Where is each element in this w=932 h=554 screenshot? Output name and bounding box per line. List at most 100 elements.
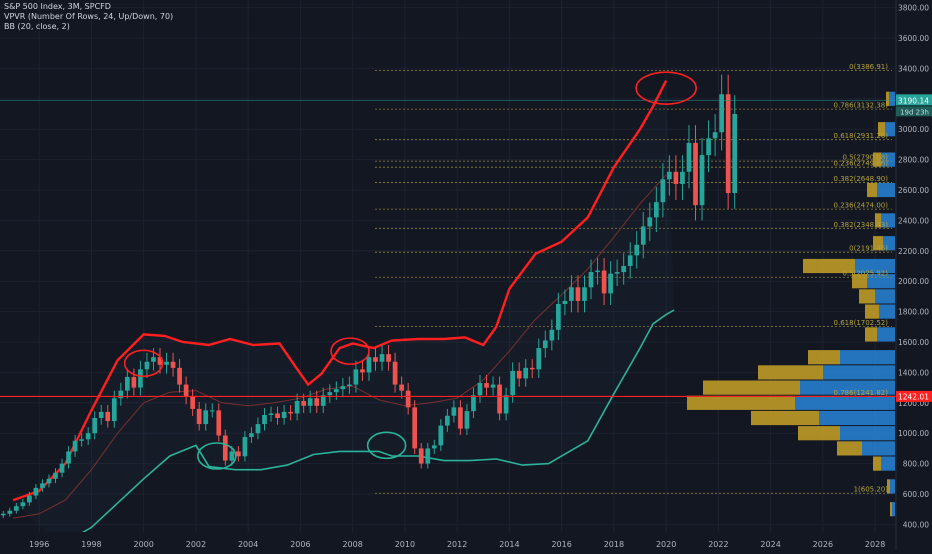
- volume-profile-down-bar: [687, 395, 795, 410]
- volume-profile-down-bar: [837, 441, 862, 456]
- bollinger-bands: [12, 80, 675, 547]
- candle-body: [601, 270, 607, 294]
- volume-profile-down-bar: [798, 426, 840, 441]
- volume-profile-down-bar: [852, 274, 867, 289]
- volume-profile-down-bar: [758, 365, 823, 380]
- fib-level-label: 0.786(3132.38): [834, 102, 889, 110]
- volume-profile-up-bar: [819, 410, 895, 426]
- volume-profile-up-bar: [875, 289, 895, 304]
- volume-profile-up-bar: [889, 91, 895, 106]
- fib-level-label: 0.382(2348.43): [834, 221, 889, 229]
- candle-body: [719, 94, 724, 133]
- candle-body: [640, 226, 646, 245]
- candle-body: [131, 376, 137, 388]
- candle-body: [693, 142, 698, 206]
- candle-body: [294, 400, 300, 414]
- fib-level-label: 0(2191.45): [849, 245, 888, 253]
- candle-body: [307, 398, 313, 406]
- volume-profile-down-bar: [859, 289, 875, 304]
- volume-profile-up-bar: [881, 213, 895, 228]
- candle-body: [59, 463, 65, 473]
- candle-body: [275, 413, 280, 418]
- candle-body: [464, 411, 470, 429]
- candle-body: [111, 398, 117, 422]
- candle-body: [451, 407, 457, 416]
- candle-body: [673, 171, 679, 184]
- candle-body: [497, 384, 502, 414]
- candle-body: [556, 304, 561, 330]
- highlight-circle: [366, 431, 407, 460]
- volume-profile-up-bar: [855, 258, 895, 274]
- x-tick-label: 2010: [395, 540, 415, 549]
- candle-body: [183, 384, 189, 397]
- candle-body: [118, 390, 124, 399]
- y-tick-label: 400.00: [903, 520, 929, 529]
- volume-profile-down-bar: [703, 380, 800, 395]
- candle-body: [516, 370, 522, 379]
- y-tick-label: 2800.00: [898, 156, 929, 165]
- volume-profile-up-bar: [883, 236, 895, 251]
- time-axis-bg: [0, 532, 932, 550]
- volume-profile-down-bar: [875, 213, 881, 228]
- candle-body: [529, 367, 535, 370]
- candle-body: [392, 361, 398, 385]
- legend-vpvr[interactable]: VPVR (Number Of Rows, 24, Up/Down, 70): [4, 12, 174, 21]
- volume-profile-up-bar: [879, 304, 895, 319]
- candle-body: [444, 415, 450, 426]
- y-tick-label: 1800.00: [898, 308, 929, 317]
- legend-bb[interactable]: BB (20, close, 2): [4, 22, 70, 31]
- candle-body: [412, 407, 418, 449]
- x-tick-label: 2028: [865, 540, 885, 549]
- candle-body: [301, 400, 307, 406]
- candle-body: [268, 413, 274, 415]
- volume-profile-down-bar: [803, 258, 855, 274]
- y-tick-label: 1000.00: [898, 429, 929, 438]
- highlight-circle: [197, 442, 237, 470]
- volume-profile-up-bar: [885, 122, 895, 137]
- candle-body: [98, 411, 104, 418]
- candle-body: [706, 138, 711, 156]
- candle-body: [27, 495, 32, 503]
- volume-profile-down-bar: [890, 502, 892, 517]
- bb-upper-line: [12, 80, 668, 502]
- candle-body: [53, 472, 58, 479]
- candle-body: [79, 439, 84, 441]
- x-tick-label: 2024: [760, 540, 780, 549]
- candle-body: [484, 383, 489, 388]
- candle-body: [144, 361, 150, 370]
- volume-profile: [687, 91, 895, 517]
- candle-body: [288, 411, 293, 414]
- fib-level-label: 0(3386.91): [849, 63, 888, 71]
- candle-body: [471, 395, 476, 412]
- volume-profile-up-bar: [795, 395, 895, 410]
- y-tick-label: 1600.00: [898, 338, 929, 347]
- candle-body: [653, 202, 659, 218]
- candle-body: [523, 367, 529, 379]
- candle-body: [399, 384, 404, 391]
- volume-profile-up-bar: [867, 274, 895, 289]
- candle-body: [608, 273, 613, 294]
- candle-body: [190, 396, 196, 409]
- x-tick-label: 2020: [656, 540, 676, 549]
- candle-body: [157, 357, 163, 365]
- x-tick-label: 2026: [813, 540, 833, 549]
- candle-body: [510, 370, 516, 396]
- candle-body: [353, 369, 359, 385]
- volume-profile-down-bar: [808, 350, 840, 365]
- fib-level-label: 0.5(2025.92): [842, 270, 888, 278]
- volume-profile-up-bar: [892, 502, 895, 517]
- candle-body: [0, 513, 6, 516]
- candle-body: [634, 244, 640, 256]
- legend-symbol[interactable]: S&P 500 Index, 3M, SPCFD: [4, 2, 111, 11]
- volume-profile-down-bar: [887, 479, 890, 494]
- candle-body: [209, 410, 215, 412]
- candle-body: [595, 270, 600, 273]
- y-tick-label: 2400.00: [898, 216, 929, 225]
- candle-body: [647, 217, 653, 227]
- y-tick-label: 3800.00: [898, 4, 929, 13]
- fib-level-label: 0.382(2648.90): [834, 175, 889, 183]
- candle-body: [621, 266, 627, 273]
